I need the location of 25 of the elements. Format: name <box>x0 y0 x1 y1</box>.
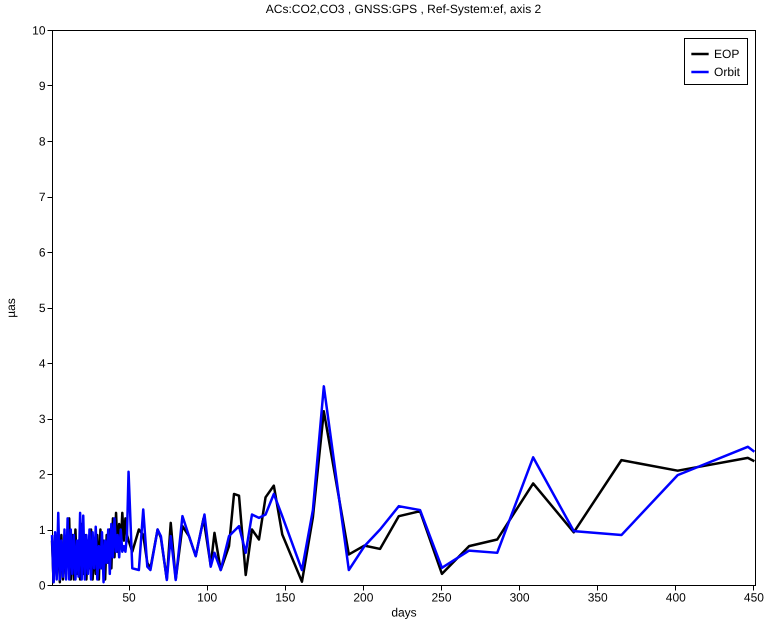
y-tick-label: 3 <box>38 412 46 426</box>
x-tick-label: 100 <box>197 590 218 604</box>
y-tick-label: 8 <box>38 134 46 148</box>
chart-title: ACs:CO2,CO3 , GNSS:GPS , Ref-System:ef, axis 2 <box>266 2 542 16</box>
x-tick-label: 400 <box>666 590 686 604</box>
x-tick-label: 150 <box>275 590 296 604</box>
y-tick-label: 2 <box>38 468 46 482</box>
x-tick-label: 450 <box>744 590 764 604</box>
y-tick-label: 9 <box>38 79 46 93</box>
y-tick-label: 1 <box>38 523 46 537</box>
y-tick-label: 5 <box>38 301 46 315</box>
x-axis-title: days <box>391 606 417 620</box>
y-tick-label: 0 <box>38 578 46 592</box>
y-tick-label: 10 <box>32 24 46 38</box>
x-tick-label: 350 <box>588 590 608 604</box>
x-tick-label: 300 <box>510 590 530 604</box>
legend-label: EOP <box>714 47 740 61</box>
y-axis-title: µas <box>4 298 18 318</box>
legend-label: Orbit <box>714 65 741 79</box>
x-tick-label: 200 <box>353 590 374 604</box>
x-tick-label: 250 <box>431 590 452 604</box>
y-tick-label: 6 <box>38 246 46 260</box>
y-tick-label: 7 <box>38 190 46 204</box>
x-tick-label: 50 <box>122 590 136 604</box>
y-tick-label: 4 <box>38 356 46 370</box>
